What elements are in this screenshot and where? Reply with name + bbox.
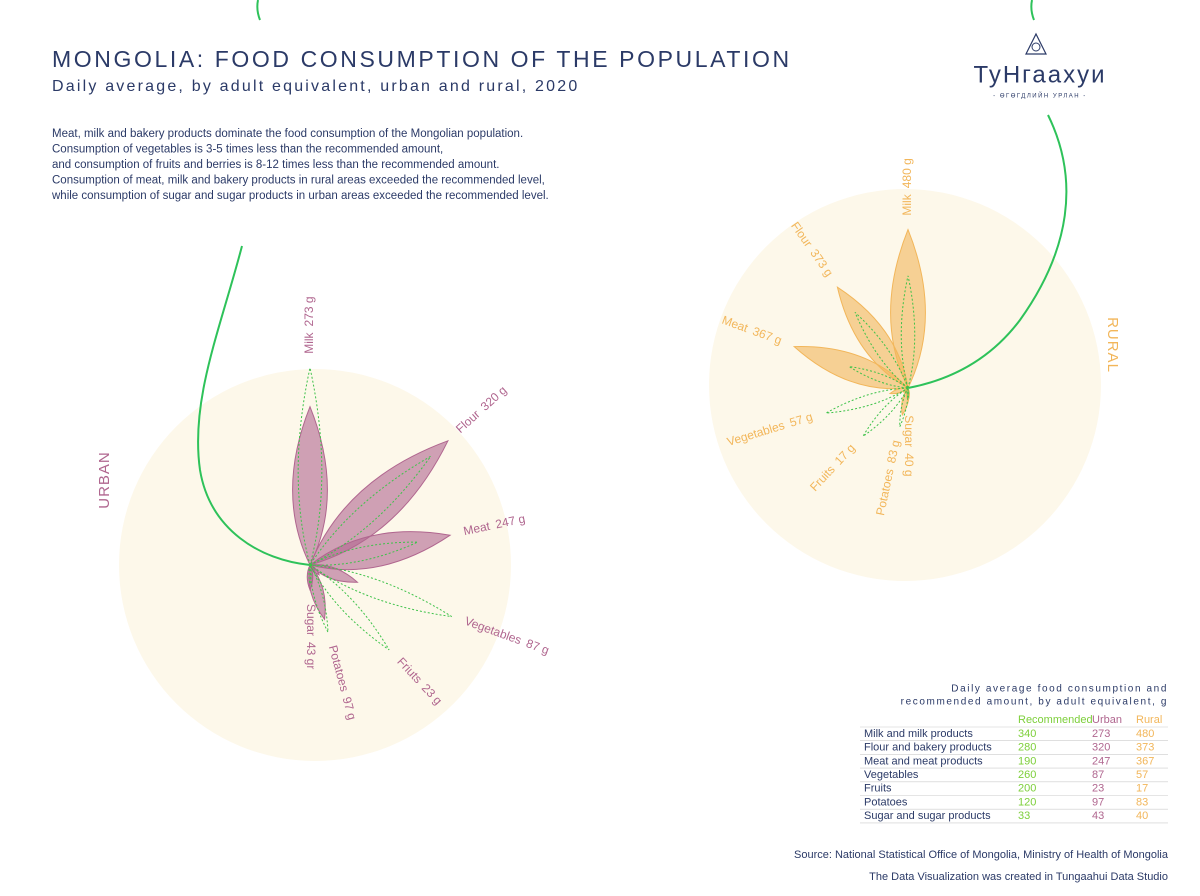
recommended-outline [308, 563, 312, 585]
table-value: 120 [1018, 796, 1036, 808]
stem [197, 245, 311, 566]
petal-label: Milk 480 g [900, 158, 914, 215]
column-header: Recommended [1018, 714, 1093, 726]
chart-label: URBAN [96, 451, 113, 509]
stem [256, 0, 261, 21]
row-label: Vegetables [864, 769, 919, 781]
table-value: 97 [1092, 796, 1104, 808]
chart-label: RURAL [1104, 317, 1121, 373]
table-value: 273 [1092, 728, 1110, 740]
petal [890, 228, 926, 390]
table: Daily average food consumption and recomm… [860, 684, 1168, 824]
table-value: 280 [1018, 742, 1036, 754]
category-name: Flour [453, 407, 483, 436]
recommended-outline [825, 387, 910, 414]
recommended-outline [308, 563, 390, 651]
table-value: 260 [1018, 769, 1036, 781]
table-value: 83 [1136, 796, 1148, 808]
value-label: 273 g [302, 296, 316, 326]
description-line: while consumption of sugar and sugar pro… [51, 190, 549, 202]
logo-icon [1031, 42, 1041, 52]
recommended-outline [309, 563, 329, 633]
table-value: 190 [1018, 755, 1036, 767]
petal-label: Flour320 g [453, 383, 509, 436]
category-name: Milk [900, 193, 914, 215]
table-title: recommended amount, by adult equivalent,… [901, 697, 1168, 708]
table-value: 87 [1092, 769, 1104, 781]
category-name: Milk [302, 331, 316, 353]
table-value: 23 [1092, 783, 1104, 795]
petal-label: Meat 247 g [462, 512, 526, 539]
logo: ТуНгаахуи - ӨГӨГДЛИЙН УРЛАН - [974, 32, 1107, 100]
value-label: 480 g [900, 158, 914, 188]
table-value: 247 [1092, 755, 1110, 767]
row-label: Fruits [864, 783, 892, 795]
subtitle: Daily average, by adult equivalent, urba… [52, 78, 579, 95]
recommended-outline [308, 455, 432, 567]
table-value: 43 [1092, 810, 1104, 822]
petal-label: Sugar 40 g [902, 415, 916, 476]
table-value: 340 [1018, 728, 1036, 740]
recommended-outline [308, 564, 452, 618]
table-value: 320 [1092, 742, 1110, 754]
value-label: 40 g [902, 453, 916, 476]
table-value: 33 [1018, 810, 1030, 822]
stem [1030, 0, 1035, 21]
recommended-outline [854, 311, 910, 390]
description: Meat, milk and bakery products dominate … [51, 128, 549, 202]
petal [292, 405, 328, 567]
table-value: 367 [1136, 755, 1154, 767]
table-value: 200 [1018, 783, 1036, 795]
category-name: Sugar [304, 604, 318, 636]
table-value: 17 [1136, 783, 1148, 795]
value-label: 247 g [494, 512, 526, 532]
category-name: Sugar [902, 415, 916, 447]
value-label: 57 g [788, 410, 814, 430]
value-label: 83 g [884, 439, 903, 465]
title: MONGOLIA: FOOD CONSUMPTION OF THE POPULA… [52, 46, 792, 72]
row-label: Milk and milk products [864, 728, 973, 740]
value-label: 97 g [339, 695, 359, 721]
logo-icon [1025, 32, 1047, 55]
stem [907, 114, 1068, 389]
recommended-outline [848, 366, 910, 389]
category-name: Meat [462, 519, 492, 538]
table-title: Daily average food consumption and [951, 684, 1168, 695]
description-line: and consumption of fruits and berries is… [52, 159, 499, 171]
credit: The Data Visualization was created in Tu… [869, 871, 1168, 883]
value-label: 87 g [524, 636, 551, 657]
recommended-outline [899, 386, 909, 427]
value-label: 43 gr [304, 642, 318, 669]
value-label: 320 g [478, 383, 510, 413]
logo-name: ТуНгаахуи [974, 61, 1107, 88]
petal [308, 564, 359, 583]
description-line: Consumption of meat, milk and bakery pro… [52, 175, 545, 187]
background [119, 0, 1101, 761]
column-header: Urban [1092, 714, 1122, 726]
petal-label: Sugar 43 gr [304, 604, 318, 669]
source: Source: National Statistical Office of M… [794, 849, 1169, 861]
table-value: 480 [1136, 728, 1154, 740]
petal [308, 531, 452, 571]
table-value: 373 [1136, 742, 1154, 754]
table-value: 57 [1136, 769, 1148, 781]
row-label: Sugar and sugar products [864, 810, 991, 822]
description-line: Consumption of vegetables is 3-5 times l… [52, 144, 443, 156]
description-line: Meat, milk and bakery products dominate … [52, 128, 523, 140]
petal-label: Milk 273 g [302, 296, 316, 353]
column-header: Rural [1136, 714, 1162, 726]
row-label: Meat and meat products [864, 755, 983, 767]
recommended-outline [900, 275, 916, 390]
table-value: 40 [1136, 810, 1148, 822]
logo-tagline: - ӨГӨГДЛИЙН УРЛАН - [993, 92, 1087, 100]
row-label: Flour and bakery products [864, 742, 992, 754]
row-label: Potatoes [864, 796, 908, 808]
